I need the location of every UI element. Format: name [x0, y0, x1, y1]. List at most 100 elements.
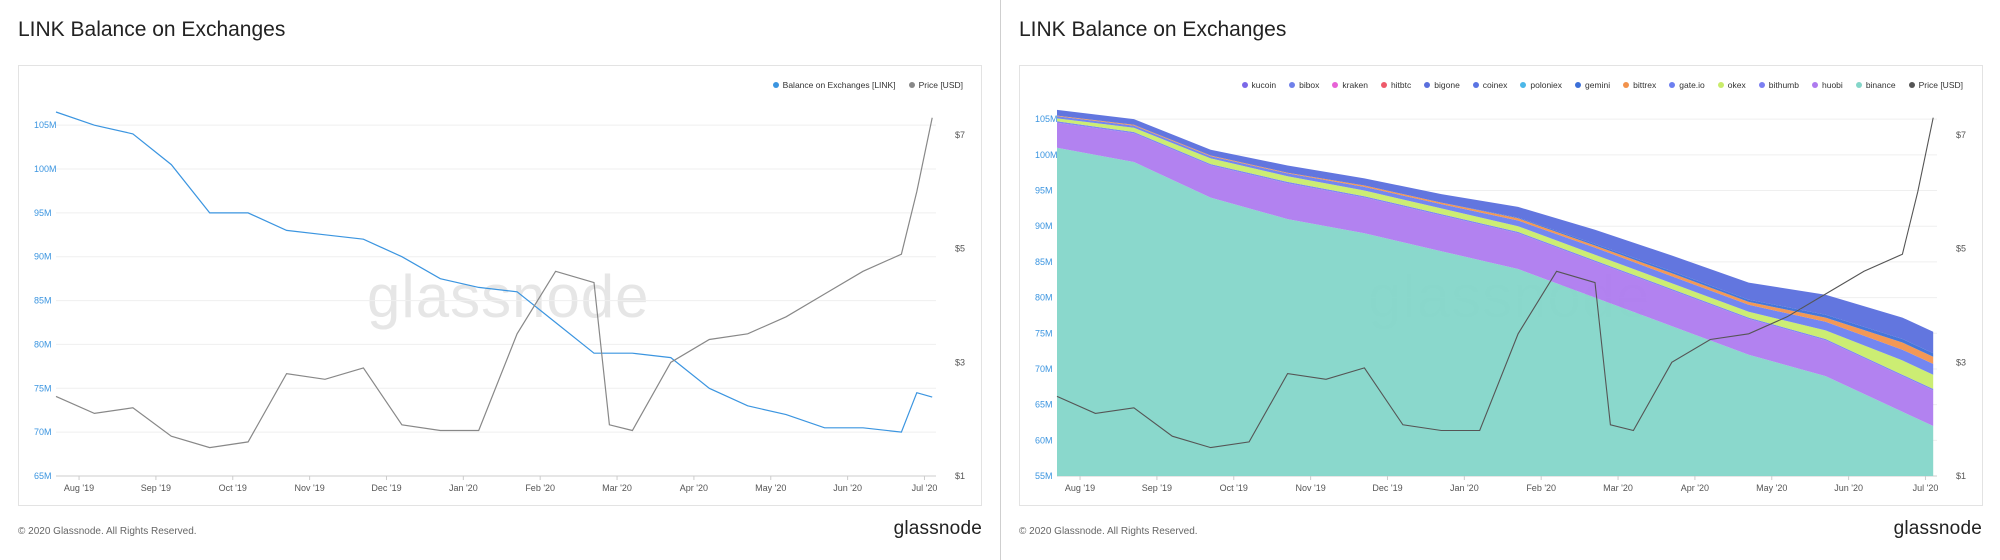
legend-item[interactable]: huobi	[1812, 80, 1843, 90]
legend-dot-icon	[1472, 82, 1479, 88]
y-right-tick-label: $1	[955, 471, 965, 481]
legend-item[interactable]: bittrex	[1623, 80, 1656, 90]
y-right-tick-label: $5	[955, 244, 965, 254]
area-huobi	[1057, 122, 1934, 426]
legend-item[interactable]: binance	[1855, 80, 1896, 90]
copyright-text: © 2020 Glassnode. All Rights Reserved.	[1019, 526, 1198, 537]
y-left-tick-label: 105M	[34, 120, 57, 130]
y-left-tick-label: 90M	[1035, 221, 1053, 231]
y-left-tick-label: 90M	[34, 252, 52, 262]
legend-label: poloniex	[1530, 80, 1563, 90]
legend-label: bibox	[1299, 80, 1320, 90]
balance-price-chart: 65M 70M 75M 80M 85M 90M 95M 100M 105M $1 $3 $5 $7 Aug…	[34, 111, 965, 493]
legend-item[interactable]: poloniex	[1520, 80, 1562, 90]
x-tick-label: Dec '19	[371, 483, 401, 493]
legend-dot-icon	[1623, 82, 1630, 88]
legend-label: binance	[1865, 80, 1896, 90]
right-chart-panel: LINK Balance on Exchanges glassnode kuco…	[1001, 0, 2000, 560]
x-tick-label: Jan '20	[449, 483, 478, 493]
legend-label: bithumb	[1768, 80, 1799, 90]
legend-label: bigone	[1434, 80, 1460, 90]
legend-dot-icon	[1332, 82, 1339, 88]
y-left-tick-label: 65M	[34, 471, 52, 481]
x-tick-label: Nov '19	[295, 483, 325, 493]
legend-dot-icon	[1669, 82, 1676, 88]
y-left-tick-label: 75M	[1035, 328, 1053, 338]
x-tick-label: Aug '19	[1065, 483, 1095, 493]
y-left-tick-label: 55M	[1035, 471, 1053, 481]
y-left-tick-label: 105M	[1035, 114, 1058, 124]
chart-legend: Balance on Exchanges [LINK] Price [USD]	[772, 80, 963, 90]
y-left-tick-label: 95M	[1035, 186, 1053, 196]
legend-item[interactable]: kraken	[1332, 80, 1368, 90]
chart-title: LINK Balance on Exchanges	[18, 18, 286, 41]
legend-dot-icon	[1855, 82, 1862, 88]
x-tick-label: Dec '19	[1372, 483, 1402, 493]
legend-item[interactable]: gate.io	[1669, 80, 1705, 90]
x-tick-label: Mar '20	[1603, 483, 1633, 493]
x-tick-label: May '20	[1756, 483, 1787, 493]
legend-dot-icon	[1289, 82, 1296, 88]
legend-label: kraken	[1342, 80, 1368, 90]
chart-title: LINK Balance on Exchanges	[1019, 18, 1287, 41]
legend-dot-icon	[1812, 82, 1818, 88]
legend-item[interactable]: bithumb	[1758, 80, 1799, 90]
left-chart-panel: LINK Balance on Exchanges glassnode Bala…	[18, 18, 982, 539]
legend-item[interactable]: kucoin	[1241, 80, 1276, 90]
legend-label: okex	[1727, 80, 1746, 90]
y-left-tick-label: 60M	[1035, 435, 1053, 445]
y-left-tick-label: 100M	[34, 164, 57, 174]
y-left-tick-label: 95M	[34, 208, 52, 218]
panel-divider	[1000, 0, 1001, 560]
legend-dot-icon	[908, 82, 915, 88]
legend-label: Price [USD]	[1918, 80, 1963, 90]
y-left-tick-label: 70M	[1035, 364, 1053, 374]
legend-dot-icon	[1758, 82, 1765, 88]
legend-item[interactable]: Price [USD]	[908, 80, 963, 90]
legend-dot-icon	[1380, 82, 1387, 88]
legend-dot-icon	[1241, 82, 1248, 88]
legend-item[interactable]: hitbtc	[1380, 80, 1412, 90]
x-tick-label: Apr '20	[680, 483, 708, 493]
legend-item[interactable]: bibox	[1289, 80, 1319, 90]
legend-item[interactable]: bigone	[1424, 80, 1460, 90]
legend-item[interactable]: Balance on Exchanges [LINK]	[772, 80, 896, 90]
copyright-text: © 2020 Glassnode. All Rights Reserved.	[18, 526, 197, 537]
y-right-tick-label: $7	[1956, 130, 1966, 140]
y-left-tick-label: 85M	[1035, 257, 1053, 267]
x-tick-label: Nov '19	[1296, 483, 1326, 493]
legend-label: coinex	[1482, 80, 1508, 90]
legend-label: bittrex	[1633, 80, 1657, 90]
legend-label: huobi	[1822, 80, 1843, 90]
chart-frame	[18, 65, 982, 506]
y-left-tick-label: 70M	[34, 427, 52, 437]
x-tick-label: Aug '19	[64, 483, 94, 493]
legend-item[interactable]: coinex	[1472, 80, 1508, 90]
legend-item[interactable]: Price [USD]	[1908, 80, 1963, 90]
y-right-tick-label: $1	[1956, 471, 1966, 481]
x-tick-label: Feb '20	[1526, 483, 1556, 493]
y-left-tick-label: 80M	[1035, 293, 1053, 303]
stacked-exchange-chart: 55M 60M 65M 70M 75M 80M 85M 90M 95M 100M 105M $1 $3 $…	[1035, 109, 1966, 493]
x-tick-label: Oct '19	[219, 483, 247, 493]
y-right-tick-label: $3	[1956, 357, 1966, 367]
y-left-tick-label: 80M	[34, 339, 52, 349]
legend-item[interactable]: gemini	[1575, 80, 1610, 90]
x-tick-label: May '20	[755, 483, 786, 493]
legend-label: hitbtc	[1390, 80, 1412, 90]
y-left-tick-label: 65M	[1035, 400, 1053, 410]
x-tick-label: Jul '20	[1913, 483, 1939, 493]
x-tick-label: Mar '20	[602, 483, 632, 493]
x-tick-label: Oct '19	[1220, 483, 1248, 493]
price-line	[55, 117, 933, 449]
x-tick-label: Apr '20	[1681, 483, 1709, 493]
legend-item[interactable]: okex	[1717, 80, 1746, 90]
x-tick-label: Feb '20	[525, 483, 555, 493]
price-line	[1056, 117, 1934, 449]
legend-label: Price [USD]	[918, 80, 963, 90]
y-left-tick-label: 85M	[34, 296, 52, 306]
legend-label: gate.io	[1679, 80, 1705, 90]
y-left-tick-label: 75M	[34, 383, 52, 393]
balance-line	[55, 111, 933, 433]
legend-dot-icon	[772, 82, 779, 88]
